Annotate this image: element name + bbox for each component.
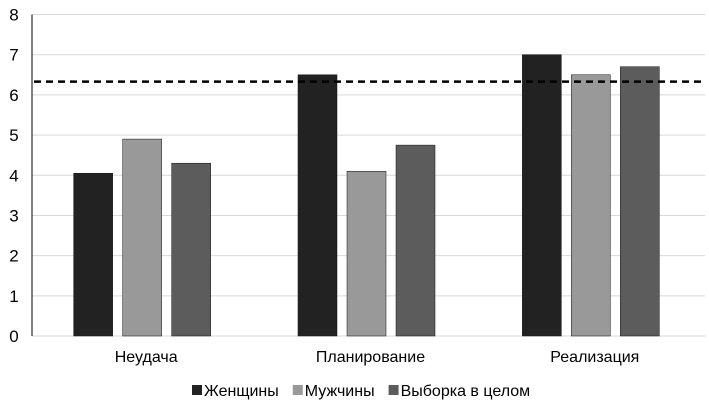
bars xyxy=(73,54,660,337)
x-tick-label: Реализация xyxy=(550,349,639,366)
bar xyxy=(297,74,338,337)
bar xyxy=(122,138,162,337)
y-tick-label: 4 xyxy=(9,166,18,185)
bar xyxy=(522,54,562,337)
legend: Женщины Мужчины Выборка в целом xyxy=(192,383,530,400)
y-tick-label: 7 xyxy=(9,46,18,65)
y-tick-label: 0 xyxy=(9,327,18,346)
y-axis-ticks: 0 1 2 3 4 5 6 7 8 xyxy=(9,6,18,347)
bar xyxy=(171,162,211,337)
x-tick-label: Планирование xyxy=(316,349,425,366)
y-tick-label: 6 xyxy=(9,86,18,105)
y-tick-label: 3 xyxy=(9,206,18,225)
y-tick-label: 5 xyxy=(9,126,18,145)
legend-label: Женщины xyxy=(204,383,279,400)
legend-swatch xyxy=(388,385,399,395)
legend-label: Выборка в целом xyxy=(401,383,531,400)
bar xyxy=(571,74,611,337)
bar xyxy=(620,66,660,337)
x-axis-labels: Неудача Планирование Реализация xyxy=(115,349,640,366)
y-tick-label: 1 xyxy=(9,287,18,306)
legend-swatch xyxy=(292,385,303,395)
y-tick-label: 8 xyxy=(9,6,18,25)
bar xyxy=(395,144,436,337)
bar xyxy=(73,172,113,337)
y-tick-label: 2 xyxy=(9,247,18,266)
x-tick-label: Неудача xyxy=(115,349,178,366)
bar xyxy=(346,170,387,337)
legend-label: Мужчины xyxy=(305,383,375,400)
legend-swatch xyxy=(192,385,202,395)
